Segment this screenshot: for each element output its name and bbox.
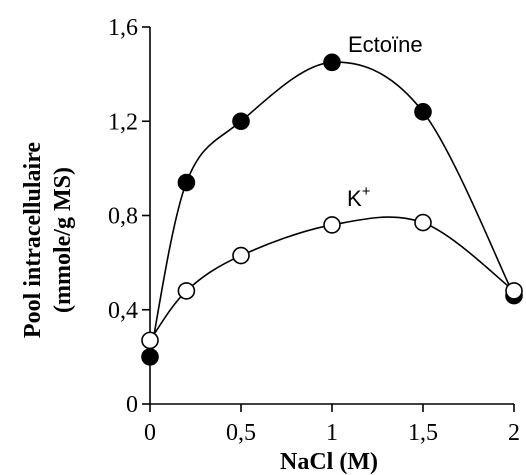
ectoine-point: [323, 53, 341, 72]
x-tick-label: 2: [508, 420, 520, 446]
y-tick-label: 1,6: [108, 15, 138, 41]
y-tick-label: 1,2: [108, 109, 138, 135]
ectoine-curve: [149, 61, 515, 358]
y-axis-title: Pool intracellulaire (mmole/g MS): [20, 142, 76, 339]
y-ticks: 0 0,4 0,8 1,2 1,6: [108, 15, 150, 418]
series-label-k-base: K: [347, 186, 362, 211]
ectoine-point: [414, 103, 432, 121]
x-tick-label: 0: [144, 420, 156, 446]
y-tick-label: 0,8: [108, 204, 138, 230]
ectoine-point: [141, 348, 159, 366]
x-ticks: 0 0,5 1 1,5 2: [144, 404, 520, 446]
x-tick-label: 0,5: [226, 420, 256, 446]
k-curve: [149, 216, 515, 341]
x-axis-title: NaCl (M): [280, 449, 378, 475]
k-point: [414, 213, 432, 232]
k-point: [323, 216, 341, 234]
ectoine-points: [141, 53, 523, 366]
y-axis-title-line2: (mmole/g MS): [50, 167, 76, 313]
ectoine-point: [232, 112, 250, 131]
x-tick-label: 1: [326, 420, 338, 446]
series-label-k: K+: [347, 183, 371, 211]
k-point: [232, 246, 250, 265]
k-points: [141, 213, 523, 350]
y-axis-title-line1: Pool intracellulaire: [20, 142, 46, 339]
y-tick-label: 0,4: [108, 298, 138, 324]
x-tick-label: 1,5: [408, 420, 438, 446]
y-tick-label: 0: [126, 392, 138, 418]
k-point: [177, 282, 196, 300]
series-label-k-sup: +: [362, 183, 371, 200]
k-point: [141, 331, 159, 350]
k-point: [505, 282, 523, 300]
ectoine-point: [177, 173, 196, 192]
series-label-ectoine: Ectoïne: [348, 32, 423, 57]
